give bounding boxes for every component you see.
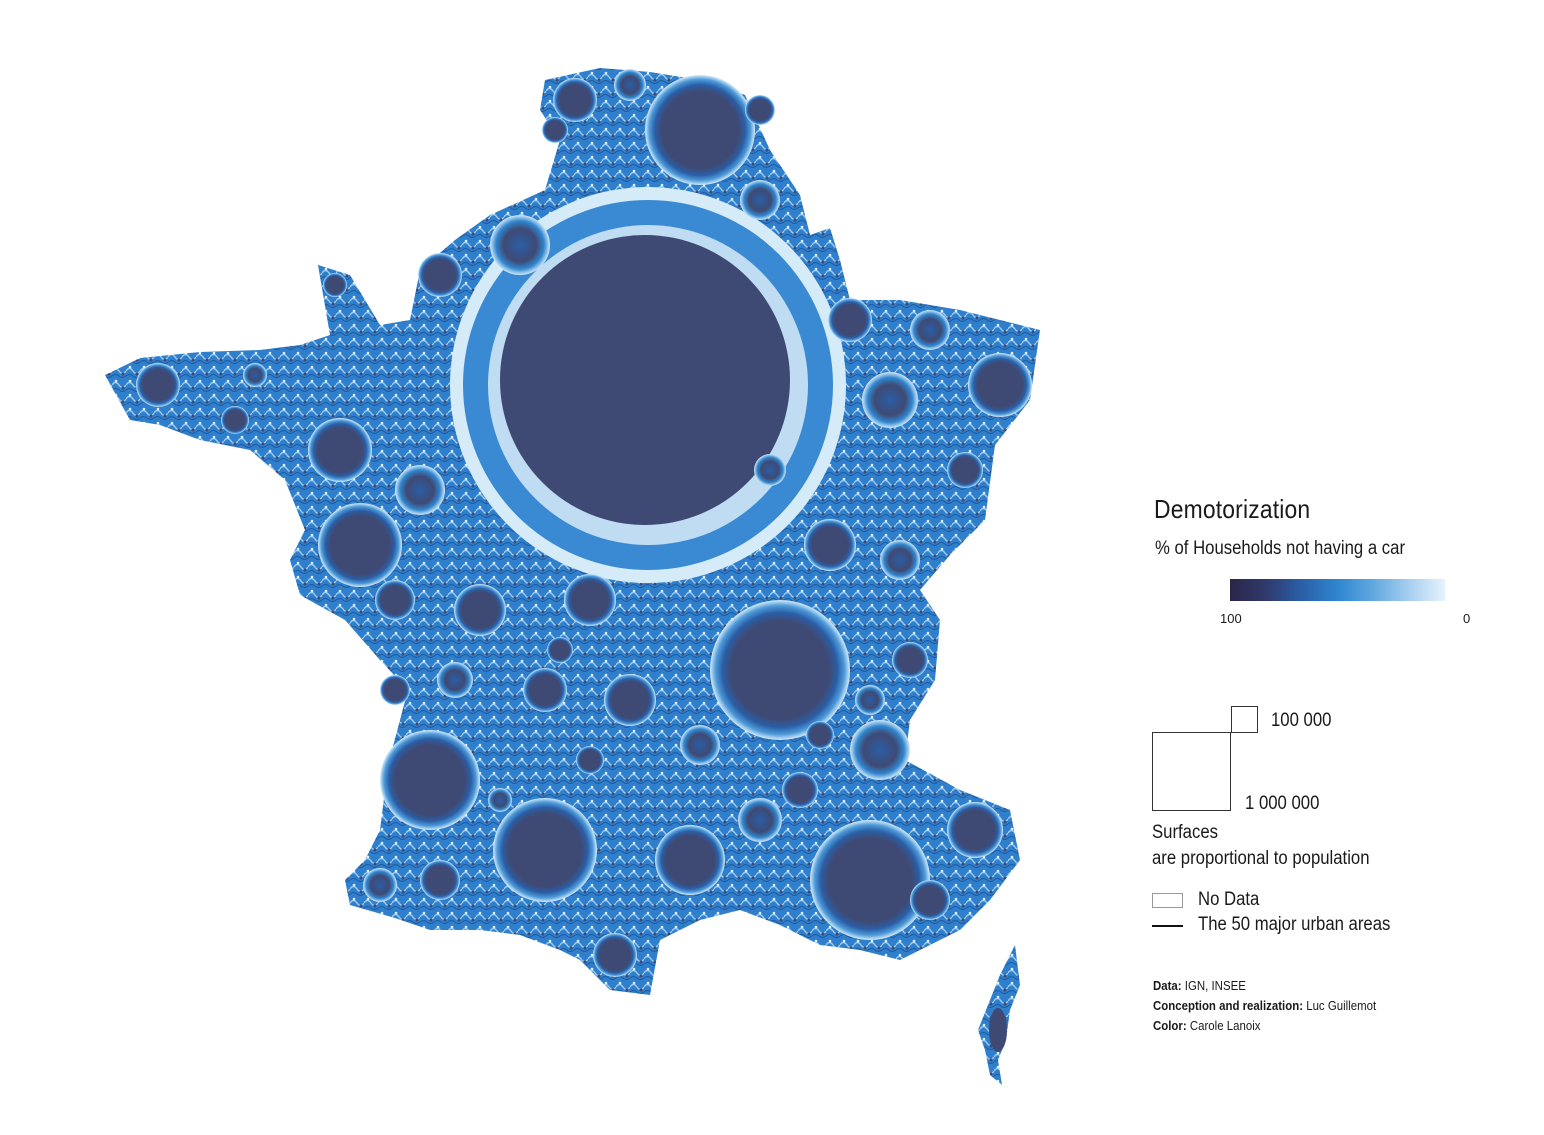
toulouse-urban-area — [493, 798, 597, 902]
caen-urban-area — [418, 253, 462, 297]
corsica-dark-area — [989, 1008, 1007, 1052]
rennes-urban-area — [308, 418, 372, 482]
dunkerque-urban-area — [614, 69, 646, 101]
nimes-urban-area — [738, 798, 782, 842]
saint-brieuc-urban-area — [243, 363, 267, 387]
amiens-urban-area — [740, 180, 780, 220]
lille-urban-area — [645, 75, 755, 185]
reims-urban-area — [828, 298, 872, 342]
agen-urban-area — [488, 788, 512, 812]
montpellier-urban-area — [655, 825, 725, 895]
ramp-min-label: 0 — [1463, 611, 1471, 626]
angers-urban-area — [375, 580, 415, 620]
metz-urban-area — [910, 310, 950, 350]
clermont-urban-area — [604, 674, 656, 726]
lorient-urban-area — [221, 406, 249, 434]
limoges-urban-area — [523, 668, 567, 712]
troyes-urban-area — [754, 454, 786, 486]
credit-conception: Conception and realization: Luc Guillemo… — [1153, 998, 1376, 1013]
credit-data: Data: IGN, INSEE — [1153, 978, 1246, 993]
avignon-urban-area — [782, 772, 818, 808]
credit-data-value: IGN, INSEE — [1184, 978, 1246, 993]
boulogne-urban-area — [542, 117, 568, 143]
le-havre-urban-area — [553, 78, 597, 122]
brest-urban-area — [136, 363, 180, 407]
poitiers-urban-area — [437, 662, 473, 698]
surfaces-note: Surfaces are proportional to population — [1152, 820, 1370, 872]
no-data-label: No Data — [1198, 889, 1260, 910]
valence-urban-area — [806, 721, 834, 749]
credit-data-key: Data: — [1153, 978, 1182, 993]
nancy-urban-area — [862, 372, 918, 428]
size-box-small — [1231, 706, 1258, 733]
urban-area-bubbles — [136, 69, 1032, 977]
saint-etienne-urban-area — [680, 725, 720, 765]
ramp-max-label: 100 — [1220, 611, 1242, 626]
marseille-urban-area — [810, 820, 930, 940]
corsica-island — [978, 945, 1020, 1085]
paris-urban-area-core — [500, 235, 790, 525]
valenciennes-urban-area — [745, 95, 775, 125]
strasbourg-urban-area — [968, 353, 1032, 417]
chambery-urban-area — [855, 685, 885, 715]
la-rochelle-urban-area — [380, 675, 410, 705]
credit-conception-value: Luc Guillemot — [1306, 998, 1377, 1013]
color-ramp — [1230, 579, 1445, 601]
nantes-urban-area — [318, 503, 402, 587]
annecy-urban-area — [892, 642, 928, 678]
rouen-urban-area — [490, 215, 550, 275]
credit-color-value: Carole Lanoix — [1189, 1018, 1261, 1033]
size-label-small: 100 000 — [1271, 710, 1332, 731]
credit-color: Color: Carole Lanoix — [1153, 1018, 1260, 1033]
lyon-urban-area — [710, 600, 850, 740]
bourges-urban-area — [547, 637, 573, 663]
dijon-urban-area — [804, 519, 856, 571]
mulhouse-urban-area — [947, 452, 983, 488]
le-mans-urban-area — [395, 465, 445, 515]
credit-conception-key: Conception and realization: — [1153, 998, 1304, 1013]
perpignan-urban-area — [593, 933, 637, 977]
urban-areas-line-swatch — [1152, 925, 1183, 927]
urban-areas-label: The 50 major urban areas — [1198, 914, 1391, 935]
grenoble-urban-area — [850, 720, 910, 780]
bayonne-urban-area — [363, 868, 397, 902]
tours-urban-area — [454, 584, 506, 636]
nice-urban-area — [947, 802, 1003, 858]
size-label-large: 1 000 000 — [1245, 793, 1320, 814]
toulon-urban-area — [910, 880, 950, 920]
cherbourg-urban-area — [323, 273, 347, 297]
surfaces-line-2: are proportional to population — [1152, 848, 1370, 869]
besancon-urban-area — [880, 540, 920, 580]
bordeaux-urban-area — [380, 730, 480, 830]
size-box-large — [1152, 732, 1231, 811]
brive-urban-area — [576, 746, 604, 774]
credit-color-key: Color: — [1153, 1018, 1187, 1033]
legend-title: Demotorization — [1154, 494, 1311, 524]
orleans-urban-area — [564, 574, 616, 626]
surfaces-line-1: Surfaces — [1152, 822, 1218, 843]
legend-subtitle: % of Households not having a car — [1155, 538, 1406, 559]
pau-urban-area — [420, 860, 460, 900]
no-data-swatch — [1152, 893, 1183, 908]
